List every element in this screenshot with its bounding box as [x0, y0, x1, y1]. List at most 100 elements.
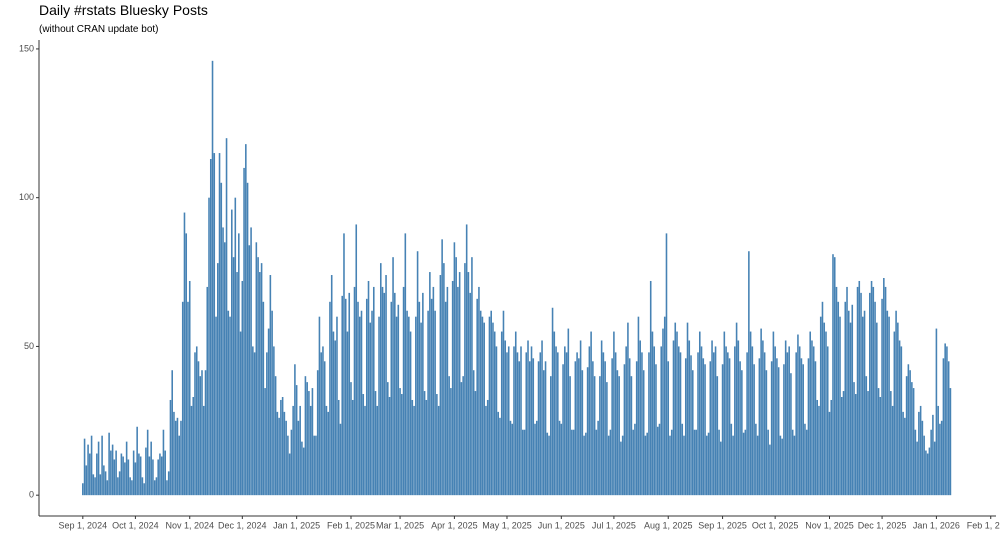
bar [490, 310, 492, 496]
bar [521, 429, 524, 496]
bar [790, 373, 792, 496]
bar [322, 346, 324, 496]
bar [865, 376, 868, 496]
bar [220, 182, 223, 496]
bar [541, 340, 543, 496]
bar [755, 423, 757, 496]
bar [131, 480, 133, 496]
bar [101, 435, 103, 496]
bar [911, 382, 913, 496]
bar [537, 361, 540, 496]
bar [348, 292, 351, 496]
bar [546, 432, 549, 496]
bar [241, 280, 244, 496]
bar [571, 429, 573, 496]
bar [853, 382, 855, 496]
bar [937, 405, 939, 496]
bar [684, 358, 687, 496]
bar [474, 391, 477, 496]
bar [918, 411, 920, 496]
bar [837, 301, 840, 496]
bar [548, 435, 550, 496]
bar [704, 364, 706, 496]
bar [576, 352, 578, 496]
bar [481, 316, 484, 496]
bar [346, 331, 349, 496]
bar [416, 251, 419, 496]
bar [497, 411, 500, 496]
bar [635, 361, 638, 496]
bar [385, 275, 387, 496]
bar [92, 474, 95, 496]
bar [867, 391, 869, 496]
bar [807, 358, 810, 496]
bar [185, 233, 188, 496]
bar [502, 310, 505, 496]
bar [767, 429, 769, 496]
bar [574, 361, 577, 496]
bar [271, 310, 273, 496]
bar [725, 346, 727, 496]
bar [847, 310, 850, 496]
bar [395, 316, 398, 496]
bar [299, 405, 301, 496]
bar [730, 423, 733, 496]
bar [856, 286, 859, 496]
bar [294, 364, 296, 496]
bar [238, 233, 240, 496]
bar [506, 352, 508, 496]
bar [732, 435, 734, 496]
bar [514, 331, 517, 496]
bar [278, 417, 280, 496]
bar [444, 301, 447, 496]
bar [932, 414, 934, 496]
bar [160, 456, 163, 496]
bar [595, 429, 598, 496]
bar [844, 301, 847, 496]
bar [465, 224, 468, 496]
bar [520, 346, 522, 496]
bar [572, 429, 575, 496]
bar [478, 286, 480, 496]
bar [245, 144, 247, 496]
bar [213, 153, 216, 496]
bar [842, 391, 845, 496]
bar [565, 352, 568, 496]
bar [735, 322, 738, 496]
bar [183, 212, 186, 496]
bar [942, 358, 945, 496]
bar [460, 382, 463, 496]
bar [683, 435, 685, 496]
bar [469, 292, 471, 496]
bar [341, 295, 344, 496]
bar [625, 346, 627, 496]
bar [891, 405, 894, 496]
bar [488, 316, 491, 496]
bar [676, 331, 678, 496]
bar [297, 420, 300, 496]
bar [232, 257, 235, 496]
bar [362, 394, 365, 496]
bar [802, 364, 804, 496]
x-tick-label: Sep 1, 2024 [59, 520, 108, 530]
bar [192, 397, 195, 496]
bar [528, 361, 531, 496]
bar [96, 453, 98, 496]
bar [904, 417, 906, 496]
bar [741, 370, 743, 496]
bar [863, 310, 866, 496]
bar [399, 388, 401, 496]
bar [926, 453, 929, 496]
bar [252, 346, 254, 496]
bar [511, 423, 514, 496]
bar [839, 316, 841, 496]
bar [830, 399, 833, 496]
bar [663, 316, 666, 496]
bar [103, 465, 105, 496]
bar [693, 429, 696, 496]
bar [427, 310, 429, 496]
x-tick-label: Jul 1, 2025 [592, 520, 636, 530]
bar [493, 331, 496, 496]
bar [113, 459, 116, 496]
bar [246, 182, 249, 496]
